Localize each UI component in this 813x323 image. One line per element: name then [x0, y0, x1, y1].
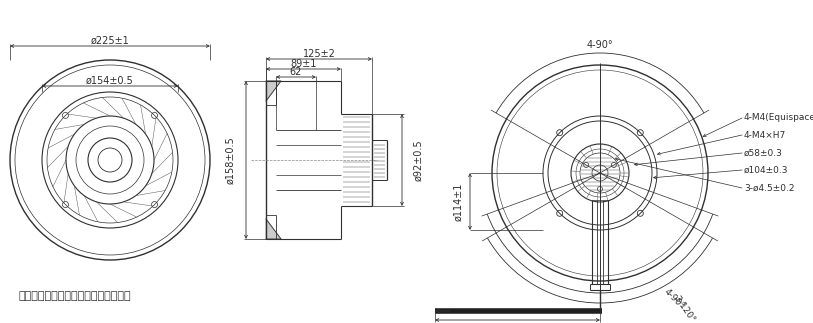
Text: 125±2: 125±2: [302, 49, 336, 59]
Text: ø92±0.5: ø92±0.5: [413, 139, 423, 181]
Text: 其余功能端子线根据客户功能定制配置: 其余功能端子线根据客户功能定制配置: [18, 291, 131, 301]
Text: 4-M4(Equispaced): 4-M4(Equispaced): [744, 113, 813, 122]
Text: 89±1: 89±1: [290, 59, 317, 69]
Text: 3-120°: 3-120°: [672, 294, 697, 323]
Text: ø58±0.3: ø58±0.3: [744, 149, 783, 158]
Polygon shape: [266, 81, 281, 101]
Text: ø154±0.5: ø154±0.5: [86, 76, 134, 86]
Text: 4-M4×H7: 4-M4×H7: [744, 130, 786, 140]
Text: 62: 62: [289, 67, 302, 77]
Polygon shape: [266, 219, 281, 239]
Text: ø104±0.3: ø104±0.3: [744, 165, 789, 174]
Text: 4-90°: 4-90°: [662, 287, 686, 311]
Text: 4-90°: 4-90°: [587, 40, 613, 50]
Text: ø114±1: ø114±1: [453, 182, 463, 221]
Text: ø158±0.5: ø158±0.5: [225, 136, 235, 184]
Text: ø225±1: ø225±1: [90, 36, 129, 46]
Text: 3-ø4.5±0.2: 3-ø4.5±0.2: [744, 183, 794, 193]
